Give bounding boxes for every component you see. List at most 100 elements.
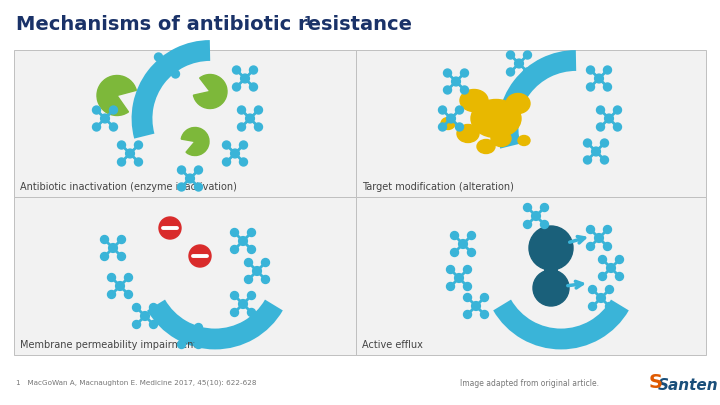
Circle shape [451, 232, 459, 239]
Circle shape [587, 226, 595, 234]
Circle shape [101, 236, 109, 243]
Circle shape [587, 243, 595, 250]
Circle shape [464, 294, 472, 301]
Circle shape [451, 77, 460, 86]
Wedge shape [194, 75, 227, 109]
Circle shape [240, 158, 248, 166]
Circle shape [107, 273, 115, 281]
Circle shape [117, 236, 125, 243]
Text: Target modification (alteration): Target modification (alteration) [362, 182, 514, 192]
Circle shape [616, 256, 624, 264]
Circle shape [125, 273, 132, 281]
Circle shape [194, 341, 202, 348]
Circle shape [606, 303, 613, 311]
Circle shape [459, 240, 467, 248]
Wedge shape [181, 128, 209, 156]
Circle shape [605, 114, 613, 123]
Circle shape [456, 123, 464, 131]
Circle shape [101, 114, 109, 123]
Text: Mechanisms of antibiotic resistance: Mechanisms of antibiotic resistance [16, 15, 412, 34]
Circle shape [592, 147, 600, 156]
Circle shape [135, 158, 143, 166]
Circle shape [597, 294, 606, 303]
Circle shape [253, 266, 261, 275]
Circle shape [613, 106, 621, 114]
Circle shape [238, 237, 248, 245]
Circle shape [444, 69, 451, 77]
Circle shape [248, 228, 256, 237]
Circle shape [140, 311, 150, 320]
Circle shape [132, 320, 140, 328]
Circle shape [603, 66, 611, 74]
Text: 1   MacGoWan A, Macnaughton E. Medicine 2017, 45(10): 622-628: 1 MacGoWan A, Macnaughton E. Medicine 20… [16, 380, 256, 386]
Circle shape [238, 106, 246, 114]
Circle shape [480, 294, 488, 301]
Circle shape [155, 53, 163, 61]
Circle shape [613, 123, 621, 131]
Circle shape [92, 123, 101, 131]
Circle shape [178, 324, 186, 332]
Circle shape [446, 266, 454, 273]
Circle shape [92, 106, 101, 114]
Circle shape [596, 106, 605, 114]
Text: Active efflux: Active efflux [362, 340, 423, 350]
Circle shape [125, 149, 135, 158]
Circle shape [506, 51, 515, 59]
Circle shape [467, 232, 475, 239]
Circle shape [245, 275, 253, 284]
Text: S: S [649, 373, 663, 392]
Circle shape [246, 114, 254, 123]
Bar [356, 197, 706, 355]
Circle shape [135, 141, 143, 149]
Circle shape [194, 183, 202, 191]
Bar [14, 197, 356, 355]
Circle shape [446, 282, 454, 290]
Circle shape [230, 149, 239, 158]
Circle shape [171, 70, 179, 78]
Circle shape [163, 61, 171, 70]
Circle shape [261, 258, 269, 266]
Circle shape [248, 309, 256, 316]
Circle shape [600, 139, 608, 147]
Circle shape [444, 86, 451, 94]
Circle shape [598, 256, 606, 264]
Circle shape [583, 156, 592, 164]
Circle shape [109, 123, 117, 131]
Circle shape [541, 204, 549, 211]
Circle shape [596, 123, 605, 131]
Circle shape [587, 66, 595, 74]
Circle shape [186, 332, 194, 340]
Circle shape [464, 311, 472, 318]
Circle shape [438, 123, 446, 131]
Circle shape [438, 106, 446, 114]
Circle shape [107, 290, 115, 298]
Circle shape [117, 141, 125, 149]
Circle shape [541, 220, 549, 228]
Text: 1: 1 [304, 15, 312, 28]
Ellipse shape [471, 100, 521, 138]
Circle shape [456, 106, 464, 114]
Circle shape [178, 166, 186, 174]
Circle shape [117, 252, 125, 260]
Circle shape [178, 341, 186, 348]
Circle shape [254, 106, 263, 114]
Circle shape [178, 183, 186, 191]
Circle shape [480, 311, 488, 318]
Circle shape [194, 166, 202, 174]
Ellipse shape [457, 124, 479, 143]
Circle shape [238, 123, 246, 131]
Circle shape [598, 273, 606, 281]
Circle shape [523, 204, 531, 211]
Circle shape [603, 83, 611, 91]
Circle shape [132, 303, 140, 311]
Circle shape [472, 302, 480, 310]
Circle shape [171, 53, 179, 61]
Circle shape [222, 141, 230, 149]
Circle shape [464, 282, 472, 290]
Circle shape [523, 51, 531, 59]
Ellipse shape [460, 90, 488, 111]
Circle shape [150, 320, 158, 328]
Circle shape [531, 211, 541, 220]
Circle shape [446, 114, 455, 123]
Ellipse shape [506, 94, 530, 113]
